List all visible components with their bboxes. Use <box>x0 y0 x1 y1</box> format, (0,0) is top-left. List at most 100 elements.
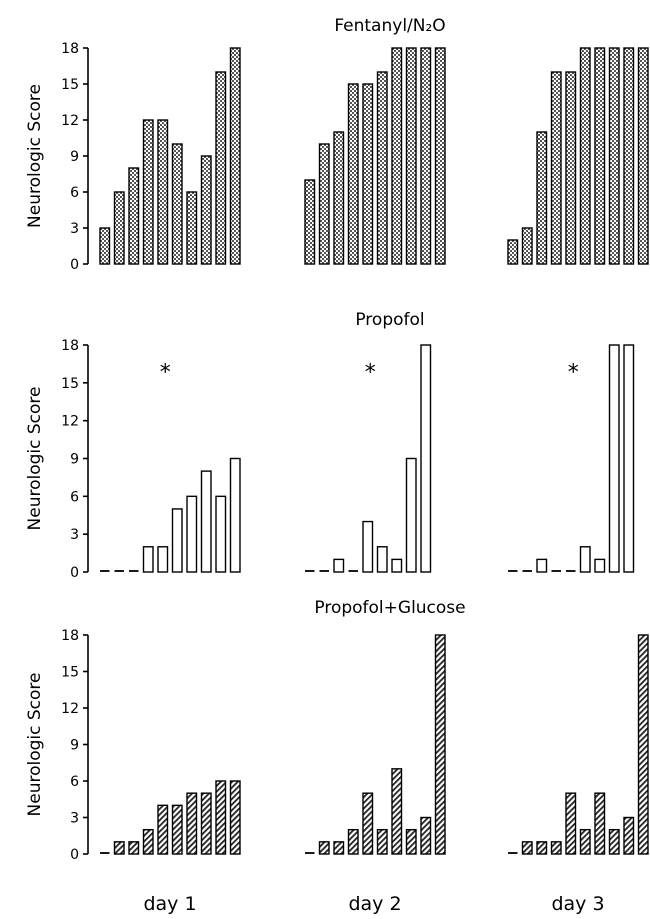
bar <box>186 792 198 855</box>
bar <box>623 344 635 573</box>
y-tick-label: 18 <box>61 41 79 57</box>
bar <box>304 179 316 265</box>
bar <box>376 828 388 855</box>
y-tick-label: 3 <box>70 221 79 237</box>
bar <box>579 546 591 573</box>
significance-marker: * <box>365 361 376 386</box>
y-tick-label: 9 <box>70 452 79 468</box>
y-axis-label: Neurologic Score <box>25 387 45 531</box>
y-tick-label: 15 <box>61 376 79 392</box>
bar <box>608 828 620 855</box>
bar <box>536 841 548 855</box>
bar <box>171 508 183 573</box>
y-tick-label: 12 <box>61 113 79 129</box>
bar <box>333 841 345 855</box>
panel-2: Propofol 0 3 6 9 12 15 18 Neurologic Score * * * <box>25 310 635 581</box>
y-tick-label: 6 <box>70 185 79 201</box>
panel-title: Fentanyl/N₂O <box>334 16 445 36</box>
bar <box>113 191 125 265</box>
bar-group-day-3 <box>508 634 649 855</box>
bar <box>171 804 183 855</box>
bar <box>420 47 432 265</box>
bar <box>594 558 606 573</box>
bar <box>391 768 403 855</box>
bar <box>565 71 577 265</box>
bar <box>215 780 227 855</box>
bar <box>128 841 140 855</box>
y-tick-label: 15 <box>61 665 79 681</box>
bar-group-day-1: * <box>100 361 241 573</box>
y-tick-label: 12 <box>61 414 79 430</box>
bar <box>594 47 606 265</box>
bar <box>142 546 154 573</box>
x-group-label: day 3 <box>551 893 604 915</box>
bar <box>550 71 562 265</box>
y-tick-label: 0 <box>70 565 79 581</box>
bar <box>362 83 374 265</box>
bar <box>347 828 359 855</box>
bar <box>507 239 519 265</box>
bar <box>376 71 388 265</box>
bar-group-day-2: * <box>305 344 432 573</box>
y-tick-label: 15 <box>61 77 79 93</box>
bar <box>229 47 241 265</box>
bar <box>200 792 212 855</box>
y-tick-label: 0 <box>70 847 79 863</box>
y-tick-label: 3 <box>70 811 79 827</box>
panel-title: Propofol+Glucose <box>314 598 465 618</box>
bar-group-day-1 <box>99 47 241 265</box>
y-tick-label: 18 <box>61 628 79 644</box>
bar <box>405 457 417 573</box>
bar <box>376 546 388 573</box>
bar <box>608 47 620 265</box>
bar <box>157 546 169 573</box>
bar <box>521 227 533 265</box>
panel-title: Propofol <box>355 310 424 330</box>
bar <box>171 143 183 265</box>
bar <box>434 634 446 855</box>
y-axis-label: Neurologic Score <box>25 84 45 228</box>
bar <box>521 841 533 855</box>
bar <box>128 167 140 265</box>
panel-1: Fentanyl/N₂O 0 3 6 9 12 15 18 Neurologic Score <box>25 16 649 273</box>
bar <box>434 47 446 265</box>
bar <box>215 71 227 265</box>
y-tick-label: 0 <box>70 257 79 273</box>
significance-marker: * <box>568 361 579 386</box>
bar <box>420 816 432 855</box>
bar <box>420 344 432 573</box>
bar <box>579 47 591 265</box>
bar <box>362 520 374 573</box>
y-tick-label: 3 <box>70 527 79 543</box>
bar <box>229 780 241 855</box>
bar <box>113 841 125 855</box>
bar <box>318 841 330 855</box>
bar-group-day-3: * <box>508 344 635 573</box>
y-tick-label: 9 <box>70 738 79 754</box>
bar <box>405 828 417 855</box>
bar <box>565 792 577 855</box>
bar <box>200 155 212 265</box>
bar <box>186 495 198 573</box>
bar <box>594 792 606 855</box>
bar <box>579 828 591 855</box>
significance-marker: * <box>160 361 171 386</box>
bar <box>229 457 241 573</box>
bar <box>318 143 330 265</box>
bar <box>550 841 562 855</box>
bar <box>637 634 649 855</box>
bar <box>536 131 548 265</box>
bar <box>333 558 345 573</box>
bar <box>186 191 198 265</box>
day-labels-layer: day 1 day 2 day 3 <box>143 893 604 915</box>
y-tick-label: 6 <box>70 774 79 790</box>
bar <box>391 558 403 573</box>
y-tick-label: 18 <box>61 338 79 354</box>
bar <box>637 47 649 265</box>
y-tick-label: 6 <box>70 489 79 505</box>
bar <box>142 828 154 855</box>
bar <box>200 470 212 573</box>
x-group-label: day 1 <box>143 893 196 915</box>
bar <box>157 119 169 265</box>
